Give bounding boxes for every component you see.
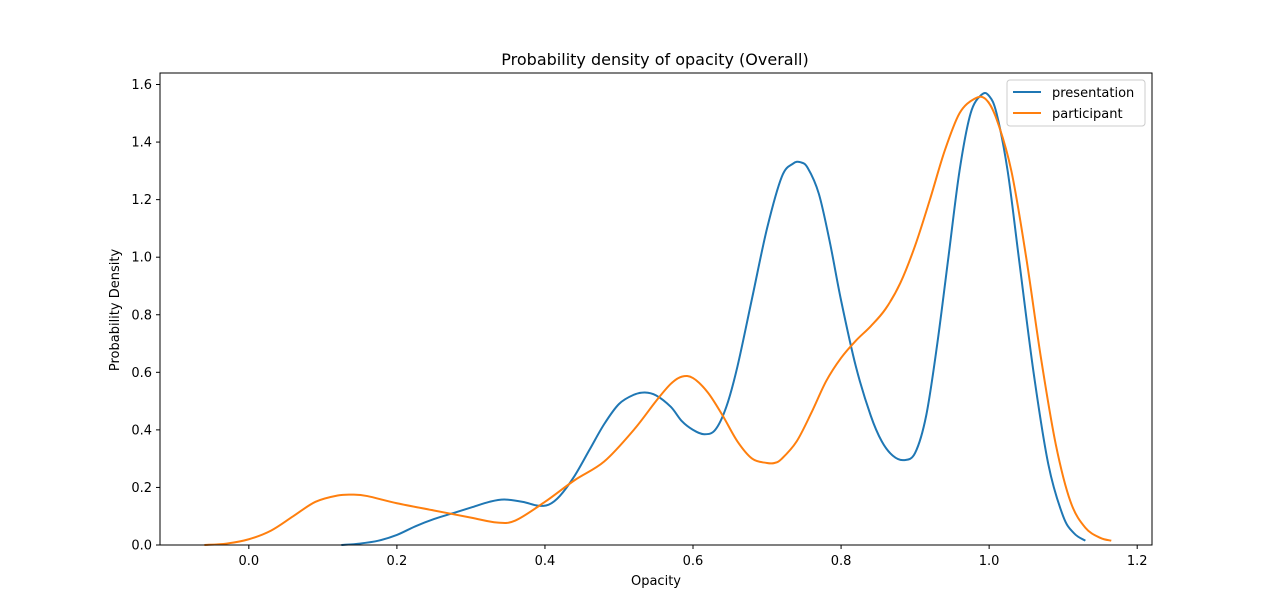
y-tick-label: 1.4: [131, 136, 152, 151]
series-lines: [204, 91, 1112, 546]
x-tick-label: 1.2: [1127, 554, 1148, 569]
x-axis-ticks: 0.0 0.2 0.4 0.6 0.8 1.0 1.2: [238, 545, 1148, 569]
y-tick-label: 0.2: [131, 481, 152, 496]
legend-label-presentation: presentation: [1052, 86, 1134, 101]
y-axis-label: Probability Density: [108, 249, 123, 372]
legend: presentation participant: [1006, 79, 1146, 127]
x-tick-label: 0.4: [535, 554, 556, 569]
x-axis-label: Opacity: [631, 574, 681, 589]
y-tick-label: 0.4: [131, 423, 152, 438]
legend-label-participant: participant: [1052, 107, 1123, 122]
y-tick-label: 0.0: [131, 539, 152, 554]
y-tick-label: 1.6: [131, 78, 152, 93]
x-tick-label: 0.0: [238, 554, 259, 569]
series-line-participant: [204, 95, 1112, 546]
x-tick-label: 1.0: [979, 554, 1000, 569]
legend-box: [1006, 79, 1146, 127]
x-tick-label: 0.2: [387, 554, 408, 569]
x-tick-label: 0.6: [683, 554, 704, 569]
y-tick-label: 1.2: [131, 193, 152, 208]
y-tick-label: 0.6: [131, 366, 152, 381]
y-tick-label: 1.0: [131, 251, 152, 266]
y-axis-ticks: 0.0 0.2 0.4 0.6 0.8 1.0 1.2 1.4 1.6: [131, 78, 160, 554]
series-line-presentation: [341, 91, 1086, 546]
chart-title: Probability density of opacity (Overall): [501, 50, 808, 69]
plot-area-frame: [159, 72, 1153, 546]
x-tick-label: 0.8: [831, 554, 852, 569]
y-tick-label: 0.8: [131, 308, 152, 323]
